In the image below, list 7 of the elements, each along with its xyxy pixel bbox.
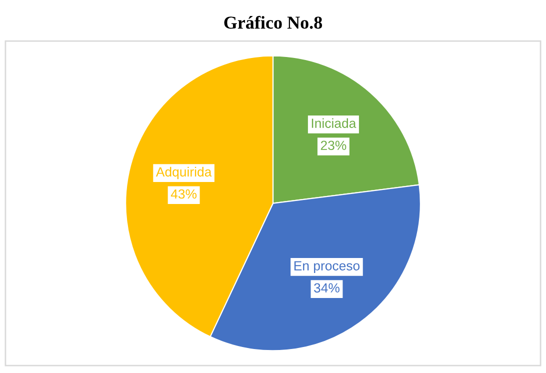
slice-label: En proceso: [294, 261, 360, 274]
data-label: 43%: [170, 189, 197, 199]
data-label: 34%: [314, 283, 340, 293]
slice-label: Iniciada: [312, 118, 356, 128]
chart-title: Gráfico No.8: [224, 16, 322, 29]
slice-label: Adquirida: [156, 166, 212, 180]
data-label: 23%: [320, 140, 346, 150]
